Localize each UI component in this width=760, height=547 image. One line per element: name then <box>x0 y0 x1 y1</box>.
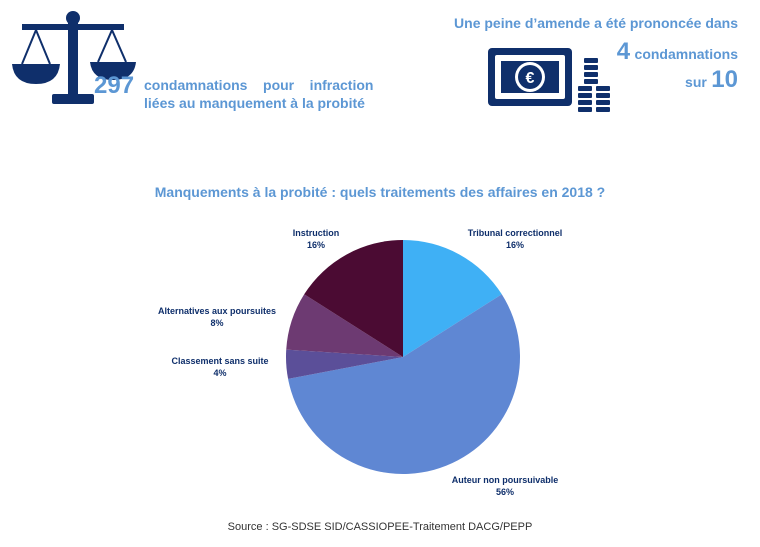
label-classement-value: 4% <box>213 368 227 378</box>
label-alternatives-name: Alternatives aux poursuites <box>157 306 277 316</box>
chart-title: Manquements à la probité : quels traitem… <box>154 184 606 200</box>
label-instruction: Instruction 16% <box>276 227 356 251</box>
label-auteur-name: Auteur non poursuivable <box>451 475 559 485</box>
pie-slice-instruction <box>304 240 403 357</box>
label-auteur-value: 56% <box>495 487 514 497</box>
fine-stat-line3: sur 10 <box>685 66 738 94</box>
label-classement-name: Classement sans suite <box>171 356 269 366</box>
convictions-text-line1: condamnations pour infraction <box>144 77 374 93</box>
scales-of-justice-icon <box>12 11 136 104</box>
fine-denominator: 10 <box>711 66 738 93</box>
label-tribunal-value: 16% <box>505 240 524 250</box>
label-classement-sans-suite: Classement sans suite 4% <box>160 355 280 379</box>
fine-text-sur: sur <box>685 74 707 90</box>
euro-banknote-coins-icon: € <box>488 48 610 112</box>
pie-slice-tribunal-correctionnel <box>403 240 502 357</box>
label-alternatives-aux-poursuites: Alternatives aux poursuites 8% <box>150 305 284 329</box>
pie-slice-auteur-non-poursuivable <box>288 294 520 474</box>
source-note: Source : SG-SDSE SID/CASSIOPEE-Traitemen… <box>227 521 533 533</box>
pie-slice-classement-sans-suite <box>286 349 403 379</box>
convictions-text-line2: liées au manquement à la probité <box>144 95 365 111</box>
fine-text-condamnations: condamnations <box>634 46 738 62</box>
fine-stat-line2: 4 condamnations <box>617 38 738 66</box>
label-instruction-value: 16% <box>306 240 325 250</box>
label-instruction-name: Instruction <box>292 228 340 238</box>
fine-text-line1: Une peine d’amende a été prononcée dans <box>454 15 738 31</box>
convictions-count: 297 <box>94 72 135 99</box>
label-tribunal-name: Tribunal correctionnel <box>467 228 563 238</box>
label-alternatives-value: 8% <box>210 318 224 328</box>
label-tribunal-correctionnel: Tribunal correctionnel 16% <box>452 227 578 251</box>
label-auteur-non-poursuivable: Auteur non poursuivable 56% <box>440 474 570 498</box>
fine-count: 4 <box>616 38 631 65</box>
svg-text:€: € <box>526 70 535 87</box>
pie-slice-alternatives-aux-poursuites <box>286 294 403 357</box>
